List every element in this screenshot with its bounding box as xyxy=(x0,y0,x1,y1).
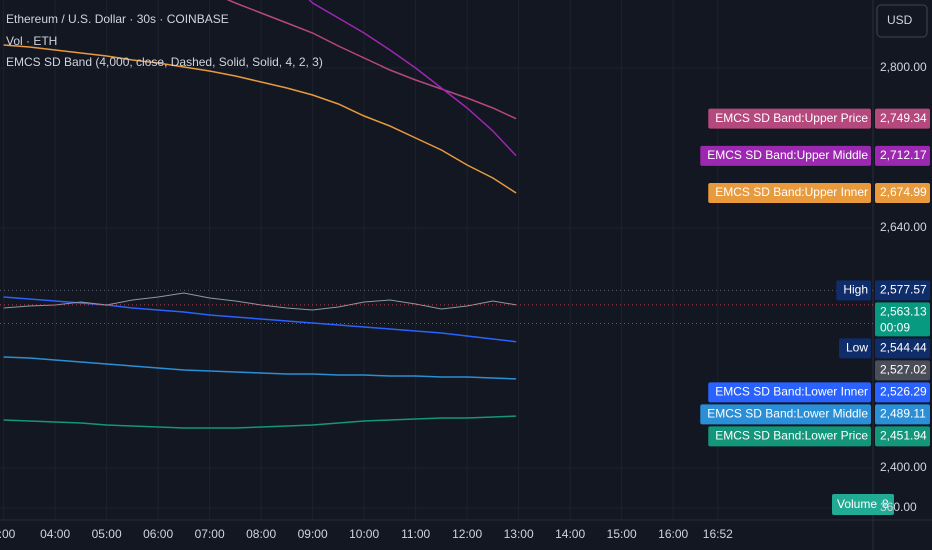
x-tick-label: 08:00 xyxy=(246,527,276,541)
band-line xyxy=(3,44,517,194)
price-tag: 2,527.02 xyxy=(875,360,930,381)
y-tick-label: 2,640.00 xyxy=(880,220,927,234)
plot xyxy=(0,0,873,429)
countdown: 00:09 xyxy=(880,321,910,335)
tag-name: EMCS SD Band:Upper Middle xyxy=(707,148,868,162)
tag-value: 2,749.34 xyxy=(880,111,927,125)
price-tag: 2,563.13 00:09 xyxy=(875,302,930,337)
tag-name-box xyxy=(700,145,871,166)
price-tag: 2,674.99 EMCS SD Band:Upper Inner xyxy=(708,183,930,204)
tag-name: EMCS SD Band:Lower Inner xyxy=(715,385,868,399)
tag-value-box xyxy=(875,404,930,425)
tag-name: EMCS SD Band:Upper Price xyxy=(715,111,868,125)
price-tag: 2,712.17 EMCS SD Band:Upper Middle xyxy=(700,145,930,166)
band-line xyxy=(308,0,517,157)
volume-box xyxy=(832,494,894,515)
x-tick-label: 14:00 xyxy=(555,527,585,541)
tag-value: 2,577.57 xyxy=(880,283,927,297)
tag-value-box xyxy=(875,280,930,301)
tag-name: Low xyxy=(846,341,868,355)
tag-value-box xyxy=(875,426,930,447)
tag-value: 2,451.94 xyxy=(880,429,927,443)
tag-value-box xyxy=(875,108,930,129)
tag-value: 2,712.17 xyxy=(880,148,927,162)
tag-name-box xyxy=(700,404,871,425)
tag-value-box xyxy=(875,338,930,359)
price-tag: 2,526.29 EMCS SD Band:Lower Inner xyxy=(708,382,930,403)
tag-value-box xyxy=(875,145,930,166)
tag-value: 2,489.11 xyxy=(880,407,926,421)
tag-value-box xyxy=(875,183,930,204)
x-tick-label: 3:00 xyxy=(0,527,16,541)
tag-value-box xyxy=(875,302,930,337)
price-tag: 2,749.34 EMCS SD Band:Upper Price xyxy=(708,108,930,129)
tag-value: 2,526.29 xyxy=(880,385,927,399)
tag-name-box xyxy=(708,108,871,129)
tag-value: 2,527.02 xyxy=(880,363,927,377)
x-tick-label: 09:00 xyxy=(298,527,328,541)
price-tag: 2,577.57 High xyxy=(836,280,930,301)
price-tag: 2,451.94 EMCS SD Band:Lower Price xyxy=(708,426,930,447)
band-line xyxy=(3,356,517,380)
x-tick-label: 07:00 xyxy=(195,527,225,541)
tag-value-box xyxy=(875,382,930,403)
currency-button[interactable] xyxy=(876,4,928,38)
tag-name-box xyxy=(708,426,871,447)
chart-title: Ethereum / U.S. Dollar · 30s · COINBASE xyxy=(6,12,229,26)
tag-value: 2,563.13 xyxy=(880,305,927,319)
x-tick-label: 12:00 xyxy=(452,527,482,541)
x-tick-label: 16:00 xyxy=(658,527,688,541)
volume-label: Volume xyxy=(837,497,877,511)
price-tag: 2,489.11 EMCS SD Band:Lower Middle xyxy=(700,404,930,425)
tag-name-box xyxy=(838,338,871,359)
subtitle: Vol · ETH xyxy=(6,34,57,48)
tag-value-box xyxy=(875,360,930,381)
tag-name: EMCS SD Band:Upper Inner xyxy=(715,185,868,199)
volume-tag: Volume 8 xyxy=(832,494,894,515)
tag-name: High xyxy=(843,283,868,297)
band-line xyxy=(3,296,517,343)
x-tick-label: 04:00 xyxy=(40,527,70,541)
tag-value: 2,544.44 xyxy=(880,341,927,355)
tag-name-box xyxy=(708,183,871,204)
tag-name-box xyxy=(836,280,871,301)
band-line xyxy=(226,0,517,120)
x-tick-label: 13:00 xyxy=(504,527,534,541)
y-tick-label: 2,400.00 xyxy=(880,460,927,474)
x-tick-label: 10:00 xyxy=(349,527,379,541)
currency[interactable]: USD xyxy=(887,13,913,27)
x-tick-label: 05:00 xyxy=(92,527,122,541)
price-tag: 2,544.44 Low xyxy=(838,338,930,359)
volume-value: 8 xyxy=(882,497,889,511)
x-tick-label: 06:00 xyxy=(143,527,173,541)
x-tick-label: 16:52 xyxy=(703,527,733,541)
x-tick-label: 15:00 xyxy=(607,527,637,541)
y-tick-label: 360.00 xyxy=(880,500,917,514)
y-tick-label: 2,800.00 xyxy=(880,60,927,74)
band-line xyxy=(3,415,517,429)
tag-name: EMCS SD Band:Lower Price xyxy=(715,429,868,443)
grid xyxy=(0,0,873,520)
price-line xyxy=(3,292,517,311)
tags: 2,749.34 EMCS SD Band:Upper Price 2,712.17… xyxy=(700,108,930,515)
x-tick-label: 11:00 xyxy=(401,527,430,541)
tag-name: EMCS SD Band:Lower Middle xyxy=(707,407,868,421)
tag-value: 2,674.99 xyxy=(880,185,927,199)
tag-name-box xyxy=(708,382,871,403)
indicator: EMCS SD Band (4,000, close, Dashed, Soli… xyxy=(6,55,323,69)
